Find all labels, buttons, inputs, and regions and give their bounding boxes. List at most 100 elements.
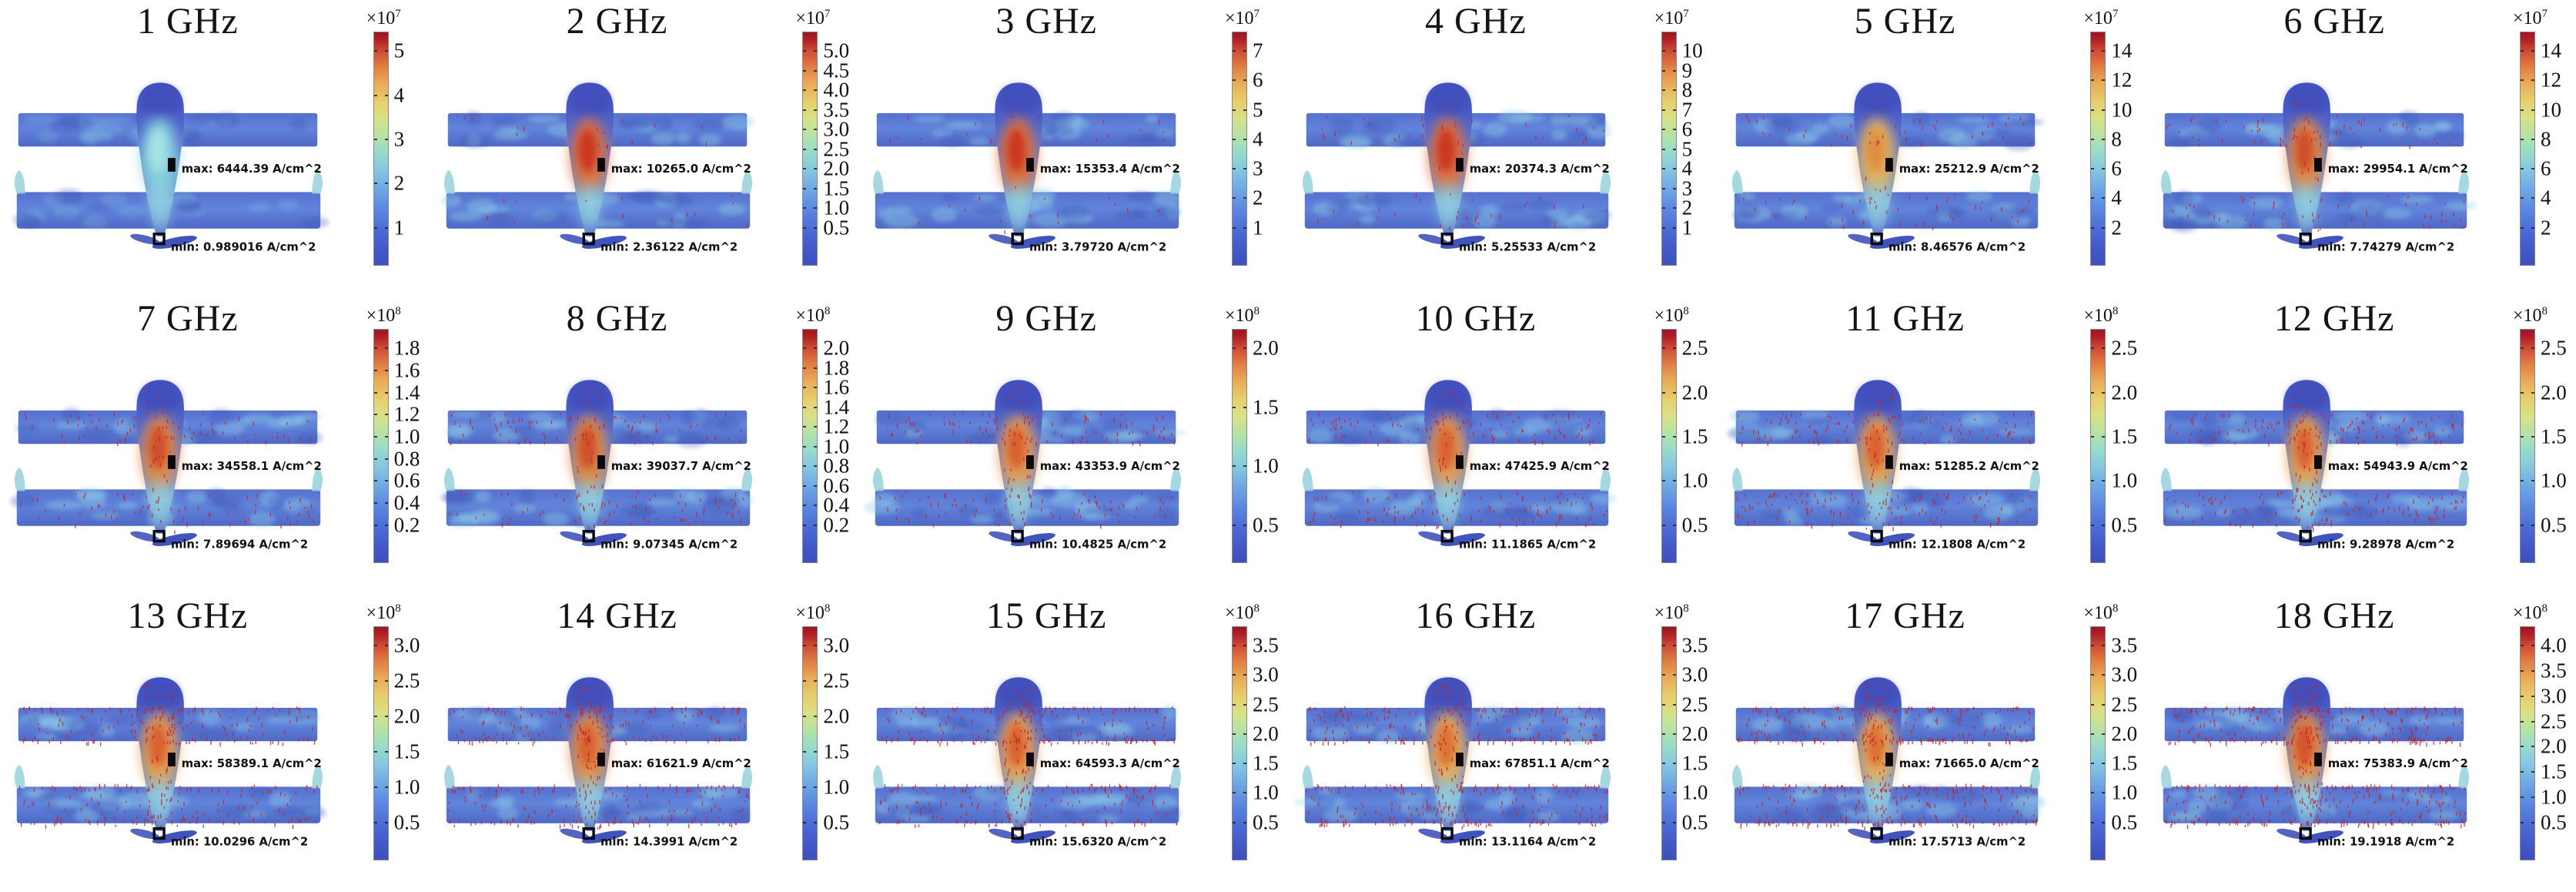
colorbar-tick: [2531, 138, 2534, 140]
panel-title: 15 GHz: [985, 595, 1107, 636]
colorbar-tick: [2531, 480, 2534, 482]
scale-base: ×10: [795, 603, 825, 623]
max-annotation: max: 75383.9 A/cm^2: [2328, 757, 2468, 770]
colorbar-tick: [2531, 796, 2534, 798]
colorbar-tick-label: 2: [2541, 216, 2551, 240]
min-annotation: min: 13.1164 A/cm^2: [1459, 835, 1596, 848]
colorbar-tick: [1672, 168, 1676, 170]
colorbar-tick: [2102, 197, 2106, 200]
max-marker: [1456, 158, 1464, 172]
colorbar-tick-label: 3: [393, 127, 405, 151]
colorbar-tick: [1233, 168, 1236, 170]
scale-base: ×10: [1654, 306, 1684, 326]
colorbar-tick: [803, 750, 807, 753]
min-marker: [152, 827, 166, 840]
colorbar-tick: [1661, 733, 1665, 735]
colorbar-gradient: [2090, 32, 2106, 266]
colorbar-tick: [814, 89, 818, 92]
scale-base: ×10: [2513, 603, 2542, 623]
colorbar-tick: [1243, 79, 1246, 82]
colorbar-tick: [2521, 50, 2524, 52]
fuselage-nose-shade: [140, 680, 180, 711]
frequency-panel: 3 GHz max: 15353.4 A/cm^2 min: 3.79720 A…: [858, 0, 1288, 297]
panel-title: 13 GHz: [127, 595, 249, 636]
current-vector-arrows: [889, 115, 1166, 234]
propeller-blade-left: [989, 828, 1019, 840]
colorbar-tick: [1672, 792, 1676, 794]
hotspot-inner: [578, 723, 597, 766]
min-annotation: min: 7.89694 A/cm^2: [171, 538, 308, 551]
panel-title: 5 GHz: [1854, 1, 1956, 42]
colorbar-tick-label: 4: [2111, 186, 2122, 210]
colorbar-tick: [2531, 695, 2534, 697]
colorbar-tick-label: 3: [1681, 176, 1693, 200]
colorbar-tick-label: 2.0: [2541, 734, 2567, 758]
colorbar-tick: [1672, 50, 1676, 52]
colorbar-tick: [1661, 645, 1665, 647]
colorbar-tick: [373, 435, 377, 438]
colorbar: ×108 2.5 2.0 1.5 1.0 0.5: [1633, 305, 1716, 578]
colorbar-tick-label: 1.0: [2111, 780, 2138, 804]
frequency-panel: 5 GHz max: 25212.9 A/cm^2 min: 8.46576 A…: [1718, 0, 2147, 297]
max-marker: [1026, 455, 1035, 469]
max-annotation: max: 15353.4 A/cm^2: [1040, 163, 1180, 176]
tail-wingtip-right: [1170, 169, 1182, 194]
hotspot-inner: [149, 426, 168, 469]
colorbar-tick-label: 6: [1253, 68, 1263, 92]
colorbar-tick: [373, 524, 377, 526]
colorbar-scale-label: ×108: [366, 602, 401, 624]
colorbar-gradient: [802, 329, 818, 563]
max-annotation: max: 71665.0 A/cm^2: [1899, 757, 2039, 770]
min-marker: [1011, 827, 1025, 840]
colorbar-tick-label: 0.6: [823, 474, 850, 498]
propeller-blade-left: [559, 233, 590, 245]
colorbar-tick: [384, 391, 388, 394]
colorbar-tick-label: 2.0: [1253, 336, 1279, 360]
min-annotation: min: 19.1918 A/cm^2: [2317, 835, 2454, 848]
panel-title: 8 GHz: [566, 298, 668, 339]
current-vector-arrows: [1306, 683, 1608, 830]
colorbar-tick: [373, 480, 377, 482]
tail-wingtip-right: [312, 467, 323, 491]
scale-base: ×10: [1225, 603, 1254, 623]
colorbar-tick: [1661, 187, 1665, 189]
colorbar-tick: [814, 148, 818, 150]
fuselage-nose-shade: [1428, 383, 1468, 414]
surface-texture: [875, 705, 1182, 823]
colorbar-tick: [2531, 109, 2534, 111]
scale-exponent: 8: [1683, 602, 1689, 615]
aircraft-current-plot: max: 75383.9 A/cm^2 min: 19.1918 A/cm^2: [2161, 677, 2470, 848]
tail-wingtip-left: [873, 467, 884, 491]
colorbar-tick: [2531, 79, 2534, 82]
tail-wingtip-right: [1600, 169, 1611, 194]
colorbar-tick-label: 1.2: [823, 414, 850, 438]
colorbar-tick: [803, 129, 807, 131]
fuselage-tail-glow: [1866, 479, 1889, 525]
colorbar-tick-label: 1.4: [823, 395, 850, 419]
propeller-blade-left: [2277, 531, 2307, 542]
colorbar-tick-label: 3.0: [2111, 662, 2138, 686]
tail-wingtip-left: [1731, 467, 1743, 491]
propeller-blade-right: [1869, 236, 1915, 249]
propeller-blade-left: [2277, 828, 2307, 840]
colorbar-tick: [1661, 50, 1665, 52]
max-annotation: max: 58389.1 A/cm^2: [182, 757, 322, 770]
colorbar: ×108 2.5 2.0 1.5 1.0 0.5: [2062, 305, 2145, 578]
colorbar-tick: [814, 715, 818, 717]
colorbar-tick-label: 2.5: [1681, 692, 1708, 716]
colorbar-tick-label: 2.5: [2541, 336, 2567, 360]
colorbar-tick: [384, 750, 388, 753]
colorbar-tick: [2091, 197, 2095, 200]
colorbar-tick: [1233, 79, 1236, 82]
colorbar-tick: [814, 680, 818, 682]
colorbar-tick: [803, 187, 807, 189]
min-marker: [1440, 232, 1454, 246]
scale-base: ×10: [1654, 603, 1684, 623]
colorbar-tick: [1672, 391, 1676, 394]
colorbar-tick: [1672, 187, 1676, 189]
scale-exponent: 8: [2112, 305, 2119, 317]
colorbar-gradient: [802, 626, 818, 860]
tail-wingtip-left: [2161, 764, 2172, 789]
colorbar-tick: [803, 445, 807, 448]
scale-base: ×10: [366, 8, 396, 29]
